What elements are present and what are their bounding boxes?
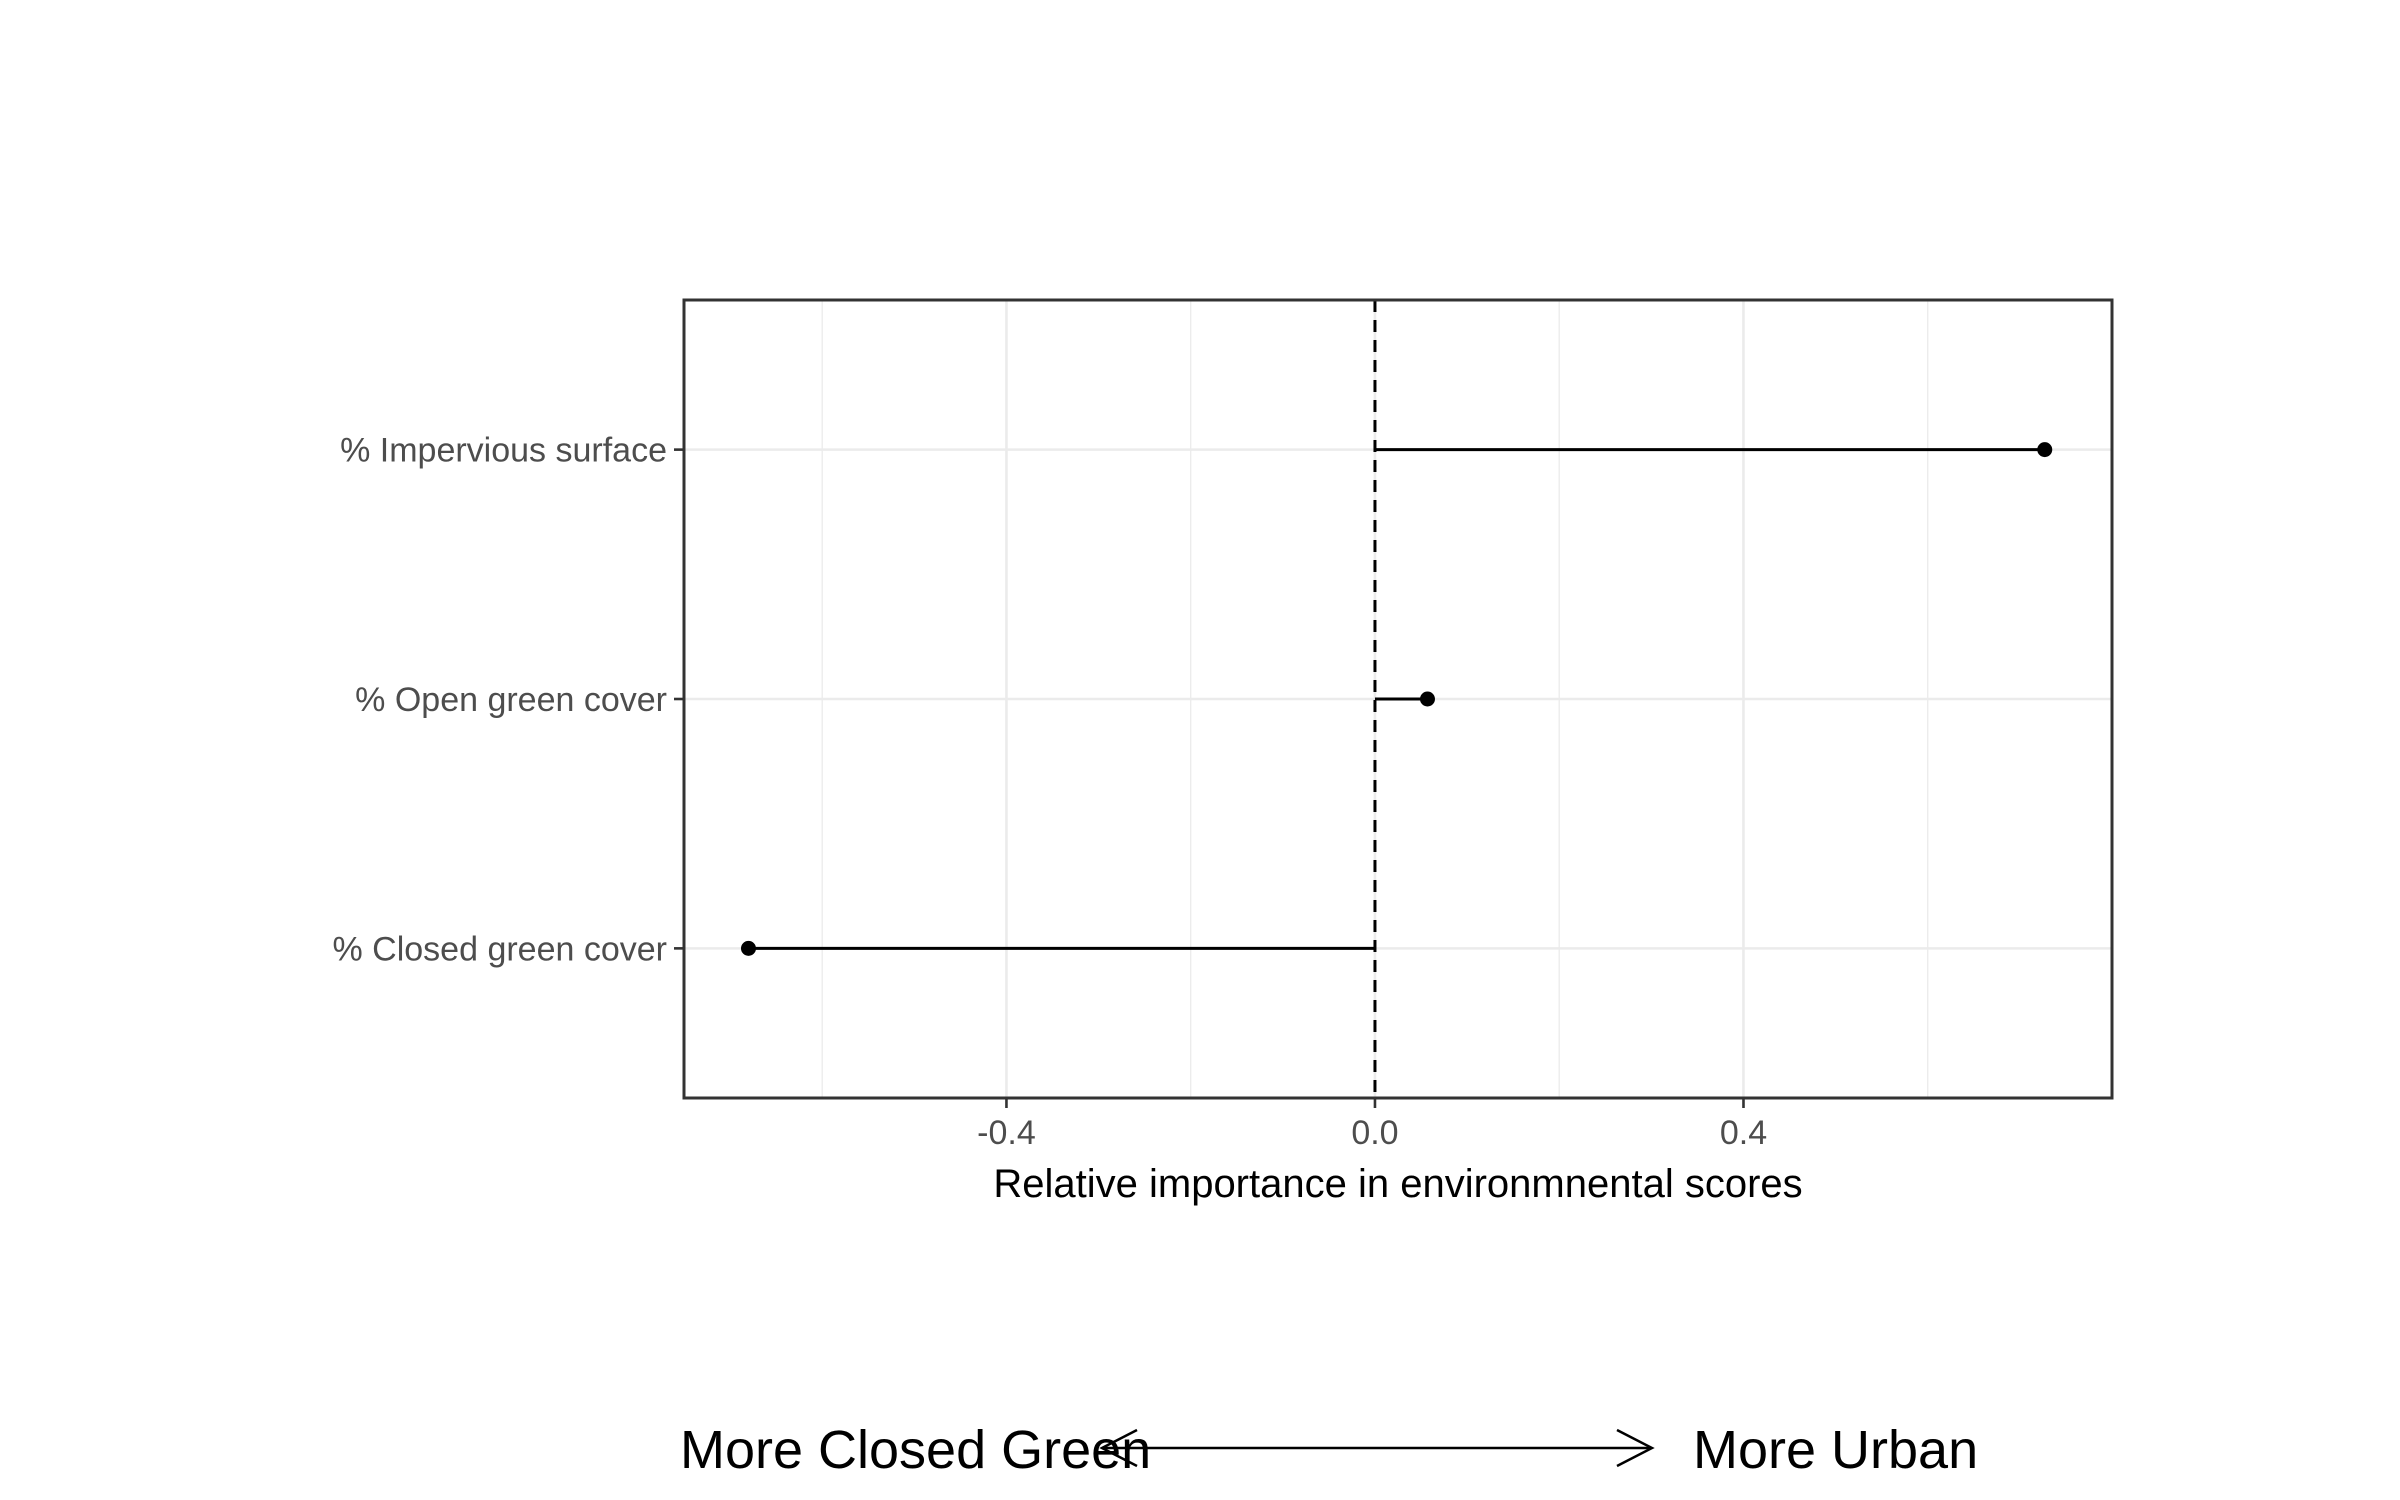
data-marks: [740, 442, 2053, 956]
direction-left-label: More Closed Green: [680, 1420, 1151, 1480]
x-tick-label-2: 0.4: [1720, 1114, 1767, 1152]
x-axis: -0.4 0.0 0.4: [977, 1098, 1767, 1152]
y-tick-label-2: % Closed green cover: [332, 930, 667, 968]
direction-annotation: More Closed Green More Urban: [680, 1420, 1978, 1480]
x-tick-label-1: 0.0: [1351, 1114, 1398, 1152]
x-axis-title: Relative importance in environmnental sc…: [993, 1162, 1802, 1206]
direction-arrow-left-head: [1099, 1428, 1138, 1468]
lollipop-point-2: [740, 940, 756, 956]
x-tick-label-0: -0.4: [977, 1114, 1036, 1152]
y-tick-label-1: % Open green cover: [355, 681, 667, 719]
lollipop-point-0: [2037, 442, 2053, 458]
direction-arrow-right-head: [1616, 1428, 1655, 1468]
y-axis: % Impervious surface % Open green cover % …: [332, 432, 684, 968]
y-tick-label-0: % Impervious surface: [340, 432, 667, 470]
lollipop-point-1: [1419, 691, 1435, 707]
direction-right-label: More Urban: [1693, 1420, 1978, 1480]
